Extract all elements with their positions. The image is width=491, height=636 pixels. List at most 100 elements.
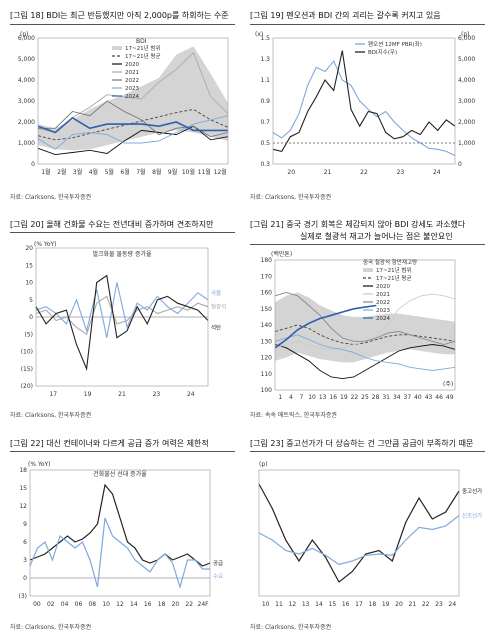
series-line-수요 (29, 517, 210, 590)
legend-label: 2022 (125, 78, 139, 84)
panel-23: [그림 23] 중고선가가 더 상승하는 건 그만큼 공급이 부족하기 때문 (… (245, 432, 491, 636)
panel-19: [그림 19] 펜오션과 BDI 간의 괴리는 갈수록 커지고 있음 (x) (p… (245, 0, 491, 205)
y-tick-label: (15) (21, 366, 33, 373)
x-tick-label: 19 (84, 391, 92, 398)
plot-frame (272, 37, 456, 165)
series-line-17~21년 평균 (37, 108, 229, 141)
x-tick-label: 43 (425, 394, 433, 401)
series-end-label: 중고선가 (462, 487, 482, 495)
title-rule (10, 232, 235, 233)
plot-frame (274, 259, 456, 391)
y-tick-label: 18 (19, 467, 27, 474)
series-line-2020 (274, 344, 456, 380)
y-tick-label: 1,000 (18, 140, 35, 147)
y-tick-label: 5 (29, 297, 33, 304)
series-line-공급 (29, 483, 211, 567)
legend-label: 17~21년 평균 (376, 274, 412, 282)
x-tick-label: 28 (372, 394, 380, 401)
legend-label: 17~21년 평균 (125, 52, 161, 60)
series-line-곡물 (35, 282, 209, 338)
y-tick-label: (10) (21, 349, 33, 356)
chart-source: 자료: Clarksons, 한국투자증권 (10, 412, 92, 419)
x-tick-label: 06 (75, 601, 83, 608)
x-tick-label: 12월 (214, 168, 227, 176)
unit-label-left: (x) (255, 31, 263, 38)
x-tick-label: 20 (172, 601, 180, 608)
y-tick-label: 5,000 (18, 56, 35, 63)
x-tick-label: 16 (329, 394, 337, 401)
legend-label: 2024 (125, 94, 139, 100)
x-tick-label: 49 (446, 394, 454, 401)
legend-label: 2023 (125, 86, 139, 92)
series-line-2024 (37, 116, 228, 134)
y-tick-label-right: 6,000 (458, 35, 475, 42)
x-tick-label: 22 (360, 169, 368, 176)
y-tick-label-right: 4,000 (458, 77, 475, 84)
unit-label: (% YoY) (28, 461, 51, 468)
x-tick-label: 23 (397, 169, 405, 176)
y-tick-label: 6 (23, 539, 27, 546)
chart-source: 자료: 속속 매트릭스, 한국투자증권 (250, 412, 337, 419)
x-tick-label: 23 (435, 601, 443, 608)
series-line-2022 (38, 100, 229, 138)
x-tick-label: 18 (158, 601, 166, 608)
title-rule (250, 244, 485, 245)
unit-label: (p) (20, 31, 29, 38)
x-tick-label: 08 (88, 601, 96, 608)
series-end-label: 석탄 (211, 323, 221, 331)
series-end-label: 신조선가 (462, 512, 482, 520)
panel-21: [그림 21] 중국 경기 회복은 체감되지 않아 BDI 강세도 과소했다 실… (245, 212, 491, 424)
x-tick-label: 1 (278, 394, 282, 401)
panel-20: [그림 20] 올해 건화물 수요는 전년대비 증가하며 견조하지만 (% Yo… (0, 212, 240, 424)
x-tick-label: 25 (361, 394, 369, 401)
y-tick-label: 170 (261, 273, 273, 280)
panel-title: [그림 23] 중고선가가 더 상승하는 건 그만큼 공급이 부족하기 때문 (250, 439, 474, 448)
x-tick-label: 31 (382, 394, 390, 401)
x-tick-label: 22 (351, 394, 359, 401)
series-line-신조선가 (258, 515, 460, 566)
series-line-2022 (274, 292, 456, 345)
panel-title: [그림 19] 펜오션과 BDI 간의 괴리는 갈수록 커지고 있음 (250, 11, 441, 20)
panel-subtitle: 실제로 철광석 재고가 늘어나는 점은 불안요인 (300, 232, 453, 241)
x-unit-label: (주) (443, 381, 453, 388)
y-tick-label: 0 (29, 314, 33, 321)
x-tick-label: 40 (414, 394, 422, 401)
y-tick-label: 1.1 (260, 77, 270, 84)
panel-22: [그림 22] 대신 컨테이너와 다르게 공급 증가 여력은 제한적 (% Yo… (0, 432, 240, 636)
x-tick-label: 1월 (41, 168, 50, 176)
legend-swatch (363, 268, 373, 272)
title-rule (250, 451, 485, 452)
chart-source: 자료: Clarksons, 한국투자증권 (10, 194, 92, 201)
x-tick-label: 14 (315, 601, 323, 608)
x-tick-label: 16 (144, 601, 152, 608)
y-tick-label: 0.7 (260, 119, 270, 126)
legend-title: 중국 철광석 항만재고량 (363, 258, 417, 266)
y-tick-label: 0.9 (260, 98, 270, 105)
x-tick-label: 3월 (73, 168, 82, 176)
x-tick-label: 2월 (57, 168, 66, 176)
y-tick-label: 4,000 (18, 77, 35, 84)
legend-label: 2021 (125, 70, 139, 76)
x-tick-label: 21 (118, 391, 126, 398)
panel-title: [그림 21] 중국 경기 회복은 체감되지 않아 BDI 강세도 과소했다 (250, 220, 466, 229)
plot-frame (258, 469, 460, 597)
y-tick-label: 9 (23, 521, 27, 528)
x-tick-label: 7 (300, 394, 304, 401)
chart-source: 자료: Clarksons, 한국투자증권 (10, 624, 92, 631)
chart-p22: (% YoY) 건화물선 선대 증가율 (3) 0 3 6 9 12 15 18 00 02 04 06 0… (19, 461, 224, 608)
unit-label: (백만톤) (271, 250, 292, 258)
unit-label: (% YoY) (34, 241, 57, 248)
x-tick-label: 22 (422, 601, 430, 608)
x-tick-label: 23 (153, 391, 161, 398)
x-tick-label: 4월 (89, 168, 98, 176)
chart-p23: (p) 10 11 12 13 14 15 16 17 18 19 20 21 22 23 24 중고선가신조선… (258, 461, 482, 608)
legend-label: 2021 (376, 292, 390, 298)
y-tick-label: 2,000 (18, 119, 35, 126)
legend-label: 17~21년 범위 (376, 266, 412, 274)
series-line-2024 (274, 304, 377, 349)
x-tick-label: 13 (319, 394, 327, 401)
y-tick-label-right: 5,000 (458, 56, 475, 63)
series-end-label: 철광석 (211, 303, 226, 311)
chart-source: 자료: Clarksons, 한국투자증권 (250, 194, 332, 201)
